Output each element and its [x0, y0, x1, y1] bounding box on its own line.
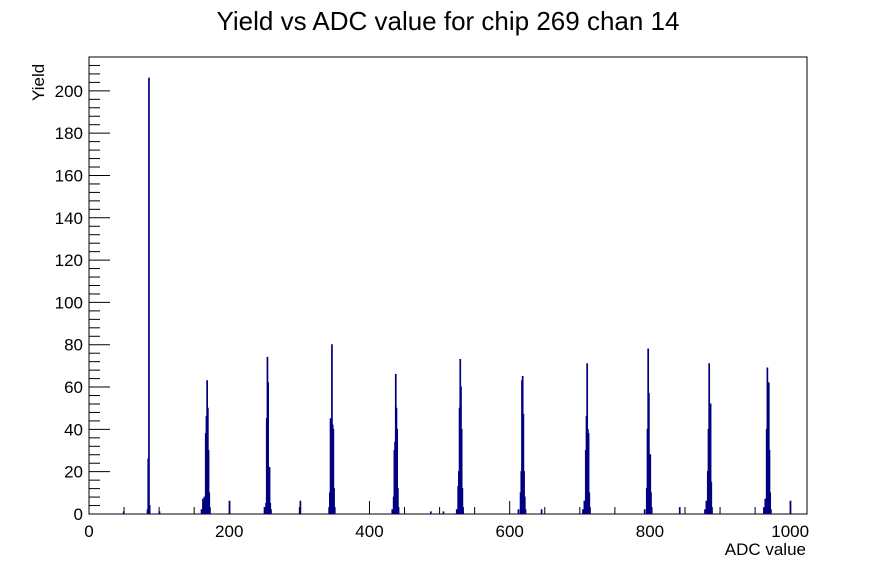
- histogram-bin: [209, 507, 211, 514]
- y-tick-label: 20: [64, 463, 83, 482]
- histogram-bin: [391, 509, 394, 514]
- histogram-bin: [228, 500, 231, 514]
- histogram-bin: [770, 509, 772, 514]
- y-axis: 0 20 40 60 80 100 120 140 160 180 200: [55, 56, 110, 524]
- histogram-bin: [643, 509, 646, 514]
- histogram-bin: [540, 509, 543, 514]
- x-tick-label: 200: [215, 522, 243, 541]
- histogram-bin: [768, 450, 771, 514]
- histogram-bin: [649, 454, 652, 514]
- histogram-bin: [203, 496, 206, 514]
- histogram-bin: [705, 500, 708, 514]
- histogram-bin: [711, 507, 713, 514]
- histogram-bin: [588, 492, 591, 514]
- histogram-bin: [648, 392, 650, 514]
- histogram-bin: [263, 507, 266, 514]
- histogram-bin: [299, 500, 302, 514]
- histogram-bin: [397, 507, 400, 514]
- histogram-bin: [333, 488, 335, 514]
- histogram-bin: [333, 507, 336, 514]
- histogram-bin: [523, 496, 526, 514]
- y-tick-label: 80: [64, 336, 83, 355]
- histogram-bin: [158, 511, 161, 514]
- x-tick-label: 0: [84, 522, 93, 541]
- histogram-bin: [704, 509, 706, 514]
- histogram-bin: [582, 509, 584, 514]
- histogram-bin: [522, 414, 525, 514]
- histogram-bin: [397, 488, 399, 514]
- histogram-bin: [767, 382, 770, 514]
- histogram-bin: [455, 509, 458, 514]
- histogram-bin: [270, 509, 272, 514]
- histogram-bin: [429, 511, 432, 514]
- histogram-bin: [148, 505, 151, 514]
- y-tick-label: 100: [55, 293, 83, 312]
- y-tick-label: 60: [64, 378, 83, 397]
- histogram-bin: [207, 450, 210, 514]
- histogram-bin: [764, 498, 767, 514]
- x-tick-label: 800: [636, 522, 664, 541]
- histogram-bin: [267, 382, 269, 514]
- y-tick-label: 120: [55, 251, 83, 270]
- y-tick-label: 160: [55, 166, 83, 185]
- x-axis: 0 200 400 600 800 1000: [84, 501, 809, 541]
- histogram-bin: [148, 77, 150, 514]
- x-tick-label: 1000: [771, 522, 809, 541]
- histogram-bin: [769, 492, 772, 514]
- histogram-bin: [524, 509, 527, 514]
- y-tick-label: 0: [74, 505, 83, 524]
- y-tick-label: 180: [55, 124, 83, 143]
- histogram-bin: [650, 507, 653, 514]
- histogram-bin: [583, 500, 586, 514]
- histogram-bin: [709, 403, 712, 514]
- histogram-bin: [517, 509, 520, 514]
- histogram-bin: [269, 502, 272, 514]
- histogram-bin: [523, 471, 525, 514]
- histogram-bin: [202, 498, 204, 514]
- histogram-bin: [710, 481, 713, 514]
- histogram-bin: [461, 488, 464, 514]
- x-tick-label: 400: [355, 522, 383, 541]
- x-axis-label: ADC value: [725, 540, 806, 559]
- histogram-bin: [442, 511, 445, 514]
- histogram-bin: [789, 500, 792, 514]
- y-tick-label: 140: [55, 209, 83, 228]
- x-tick-label: 600: [496, 522, 524, 541]
- chart-title: Yield vs ADC value for chip 269 chan 14: [217, 6, 680, 36]
- histogram-bin: [763, 507, 765, 514]
- y-axis-label: Yield: [29, 64, 48, 101]
- y-tick-label: 200: [55, 82, 83, 101]
- histogram-bin: [332, 428, 335, 514]
- histogram-bin: [268, 466, 271, 514]
- histogram-bin: [678, 507, 681, 514]
- histogram-series: [122, 77, 792, 514]
- histogram-bin: [396, 428, 399, 514]
- histogram-bin: [200, 509, 203, 514]
- histogram-bin: [462, 507, 464, 514]
- histogram-bin: [460, 428, 463, 514]
- histogram-bin: [122, 511, 125, 514]
- histogram-bin: [208, 492, 211, 514]
- y-tick-label: 40: [64, 420, 83, 439]
- histogram-bin: [587, 433, 590, 514]
- histogram-bin: [589, 507, 591, 514]
- histogram-bin: [650, 492, 652, 514]
